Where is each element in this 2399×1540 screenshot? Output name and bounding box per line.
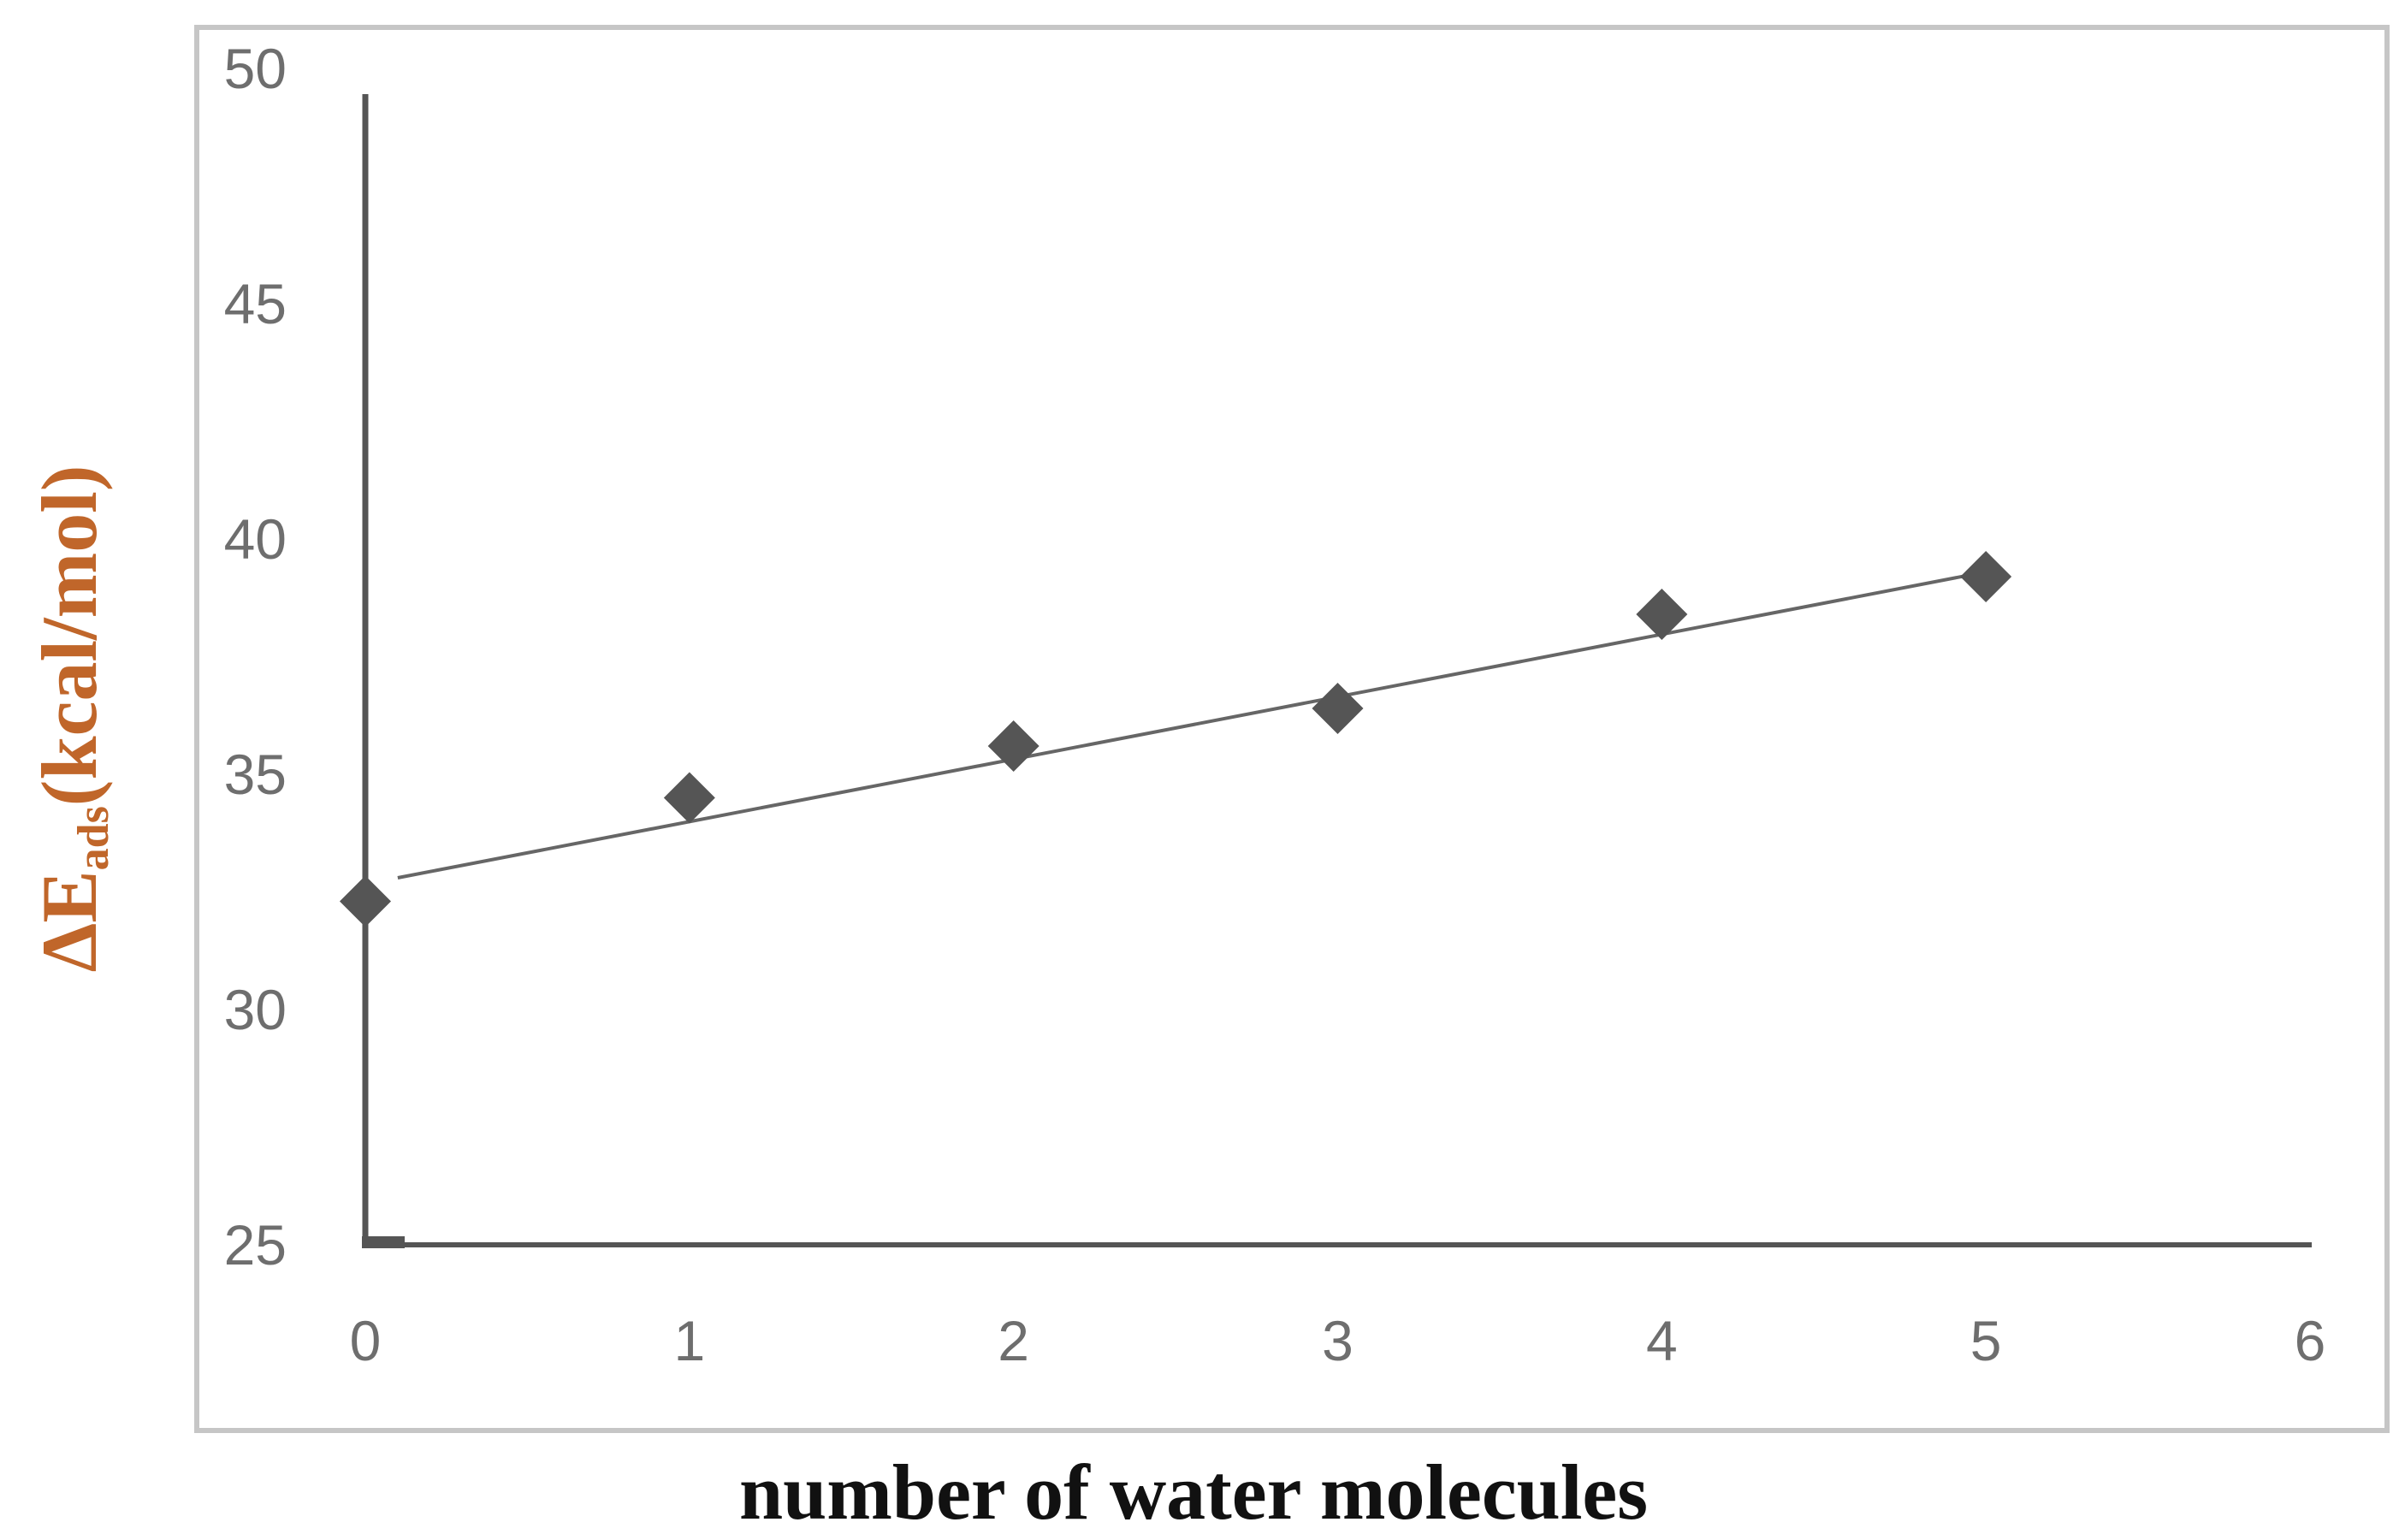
chart-frame (194, 25, 2390, 1433)
y-tick-label: 25 (224, 1213, 287, 1276)
y-tick-labels: 25 30 35 40 45 50 (224, 37, 287, 1276)
data-point (1960, 551, 2012, 602)
data-point (987, 720, 1040, 772)
trendline-group (397, 570, 1987, 880)
data-points (340, 551, 2012, 927)
y-tick-label: 30 (224, 978, 287, 1041)
x-tick-label: 6 (2295, 1309, 2326, 1372)
y-axis-label: ΔEads(kcal/mol) (26, 465, 118, 973)
data-point (663, 772, 715, 824)
x-tick-label: 3 (1322, 1309, 1354, 1372)
data-point (1636, 589, 1688, 640)
y-tick-label: 35 (224, 743, 287, 806)
y-tick-label: 50 (224, 37, 287, 100)
x-tick-labels: 0 1 2 3 4 5 6 (350, 1309, 2326, 1372)
y-axis-label-subscript: ads (69, 806, 118, 870)
y-tick-label: 40 (224, 507, 287, 571)
axis-origin-marker (362, 1236, 405, 1248)
x-axis-label: number of water molecules (739, 1448, 1648, 1536)
data-point (1312, 683, 1364, 734)
y-tick-label: 45 (224, 272, 287, 335)
x-tick-label: 2 (998, 1309, 1029, 1372)
x-tick-label: 5 (1970, 1309, 2002, 1372)
y-axis-label-prefix: ΔE (26, 870, 113, 972)
trendline (397, 570, 1987, 880)
data-point (340, 875, 391, 927)
axes (362, 94, 2312, 1248)
y-axis-label-suffix: (kcal/mol) (26, 465, 113, 807)
x-tick-label: 4 (1646, 1309, 1678, 1372)
x-tick-label: 0 (350, 1309, 382, 1372)
x-tick-label: 1 (673, 1309, 705, 1372)
